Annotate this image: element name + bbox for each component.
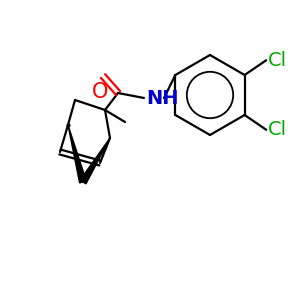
Text: Cl: Cl <box>268 120 287 139</box>
Text: O: O <box>92 82 108 102</box>
Polygon shape <box>80 138 110 184</box>
Text: Cl: Cl <box>268 51 287 70</box>
Text: NH: NH <box>146 88 178 107</box>
Polygon shape <box>68 125 86 183</box>
